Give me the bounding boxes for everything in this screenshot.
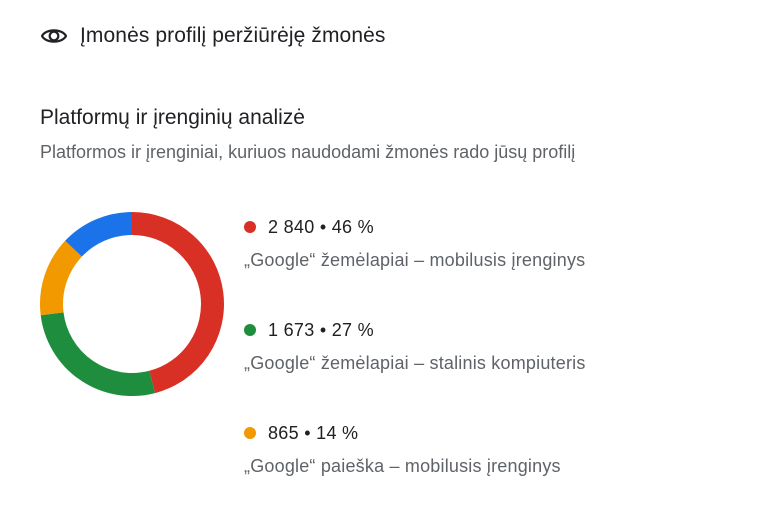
legend-item: 865 • 14 % „Google“ paieška – mobilusis … <box>244 420 744 492</box>
legend-label: „Google“ žemėlapiai – stalinis kompiuter… <box>244 353 586 373</box>
legend-dot <box>244 221 256 233</box>
donut-slice-2 <box>40 312 156 396</box>
header: Įmonės profilį peržiūrėję žmonės <box>40 20 386 52</box>
legend-item: 1 673 • 27 % „Google“ žemėlapiai – stali… <box>244 317 744 389</box>
legend-value: 865 • 14 % <box>268 422 359 443</box>
legend-dot <box>244 324 256 336</box>
donut-slice-4 <box>65 212 133 257</box>
section-subtitle: Platformos ir įrenginiai, kuriuos naudod… <box>40 142 576 162</box>
legend-item: 2 840 • 46 % „Google“ žemėlapiai – mobil… <box>244 214 744 286</box>
legend-label: „Google“ paieška – mobilusis įrenginys <box>244 456 561 476</box>
header-title: Įmonės profilį peržiūrėję žmonės <box>80 24 386 47</box>
donut-chart <box>40 212 224 396</box>
donut-slice-3 <box>40 240 83 316</box>
section-title: Platformų ir įrenginių analizė <box>40 106 305 129</box>
legend-dot <box>244 427 256 439</box>
legend-value: 1 673 • 27 % <box>268 319 374 340</box>
legend-label: „Google“ žemėlapiai – mobilusis įrenginy… <box>244 250 586 270</box>
donut-slice-1 <box>131 212 224 394</box>
legend-value: 2 840 • 46 % <box>268 216 374 237</box>
eye-icon <box>40 26 68 46</box>
